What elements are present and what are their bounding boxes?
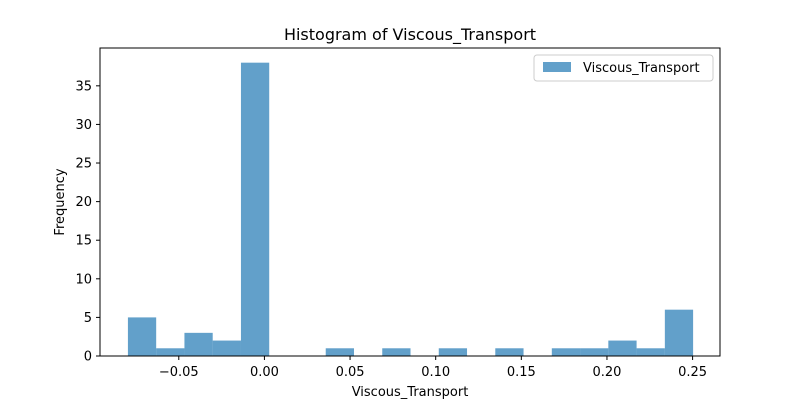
x-tick-label: 0.05 (336, 365, 365, 380)
histogram-bar (608, 340, 637, 356)
x-axis-ticks: −0.05 0.00 0.05 0.10 0.15 0.20 0.25 (159, 356, 707, 380)
x-tick-label: 0.15 (507, 365, 536, 380)
y-tick-label: 5 (84, 311, 92, 326)
histogram-bar (636, 348, 665, 356)
histogram-bar (551, 348, 581, 356)
histogram-bar (212, 340, 241, 356)
x-tick-label: 0.00 (250, 365, 279, 380)
histogram-bar (127, 317, 157, 356)
y-tick-label: 10 (75, 272, 92, 287)
x-tick-label: −0.05 (159, 365, 199, 380)
histogram-bar (438, 348, 468, 356)
y-axis-ticks: 0 5 10 15 20 25 30 35 (75, 79, 100, 365)
histogram-bar (156, 348, 185, 356)
histogram-bar (184, 332, 213, 356)
histogram-bar (495, 348, 524, 356)
y-tick-label: 30 (75, 118, 92, 133)
y-tick-label: 25 (75, 157, 92, 172)
y-tick-label: 15 (75, 234, 92, 249)
y-tick-label: 20 (75, 195, 92, 210)
chart-title: Histogram of Viscous_Transport (284, 25, 536, 45)
y-tick-label: 0 (84, 350, 92, 365)
histogram-bar (664, 309, 694, 356)
x-tick-label: 0.20 (592, 365, 621, 380)
bars-group (127, 62, 694, 357)
y-axis-label: Frequency (53, 168, 68, 235)
histogram-bar (325, 348, 354, 356)
legend-swatch (543, 62, 571, 72)
x-axis-label: Viscous_Transport (352, 385, 469, 400)
x-tick-label: 0.25 (678, 365, 707, 380)
y-tick-label: 35 (75, 79, 92, 94)
legend-box (533, 54, 714, 82)
x-tick-label: 0.10 (421, 365, 450, 380)
histogram-bar (382, 348, 411, 356)
histogram-bar (240, 62, 270, 357)
legend: Viscous_Transport (533, 54, 714, 82)
legend-label: Viscous_Transport (583, 61, 700, 76)
histogram-bar (580, 348, 609, 356)
